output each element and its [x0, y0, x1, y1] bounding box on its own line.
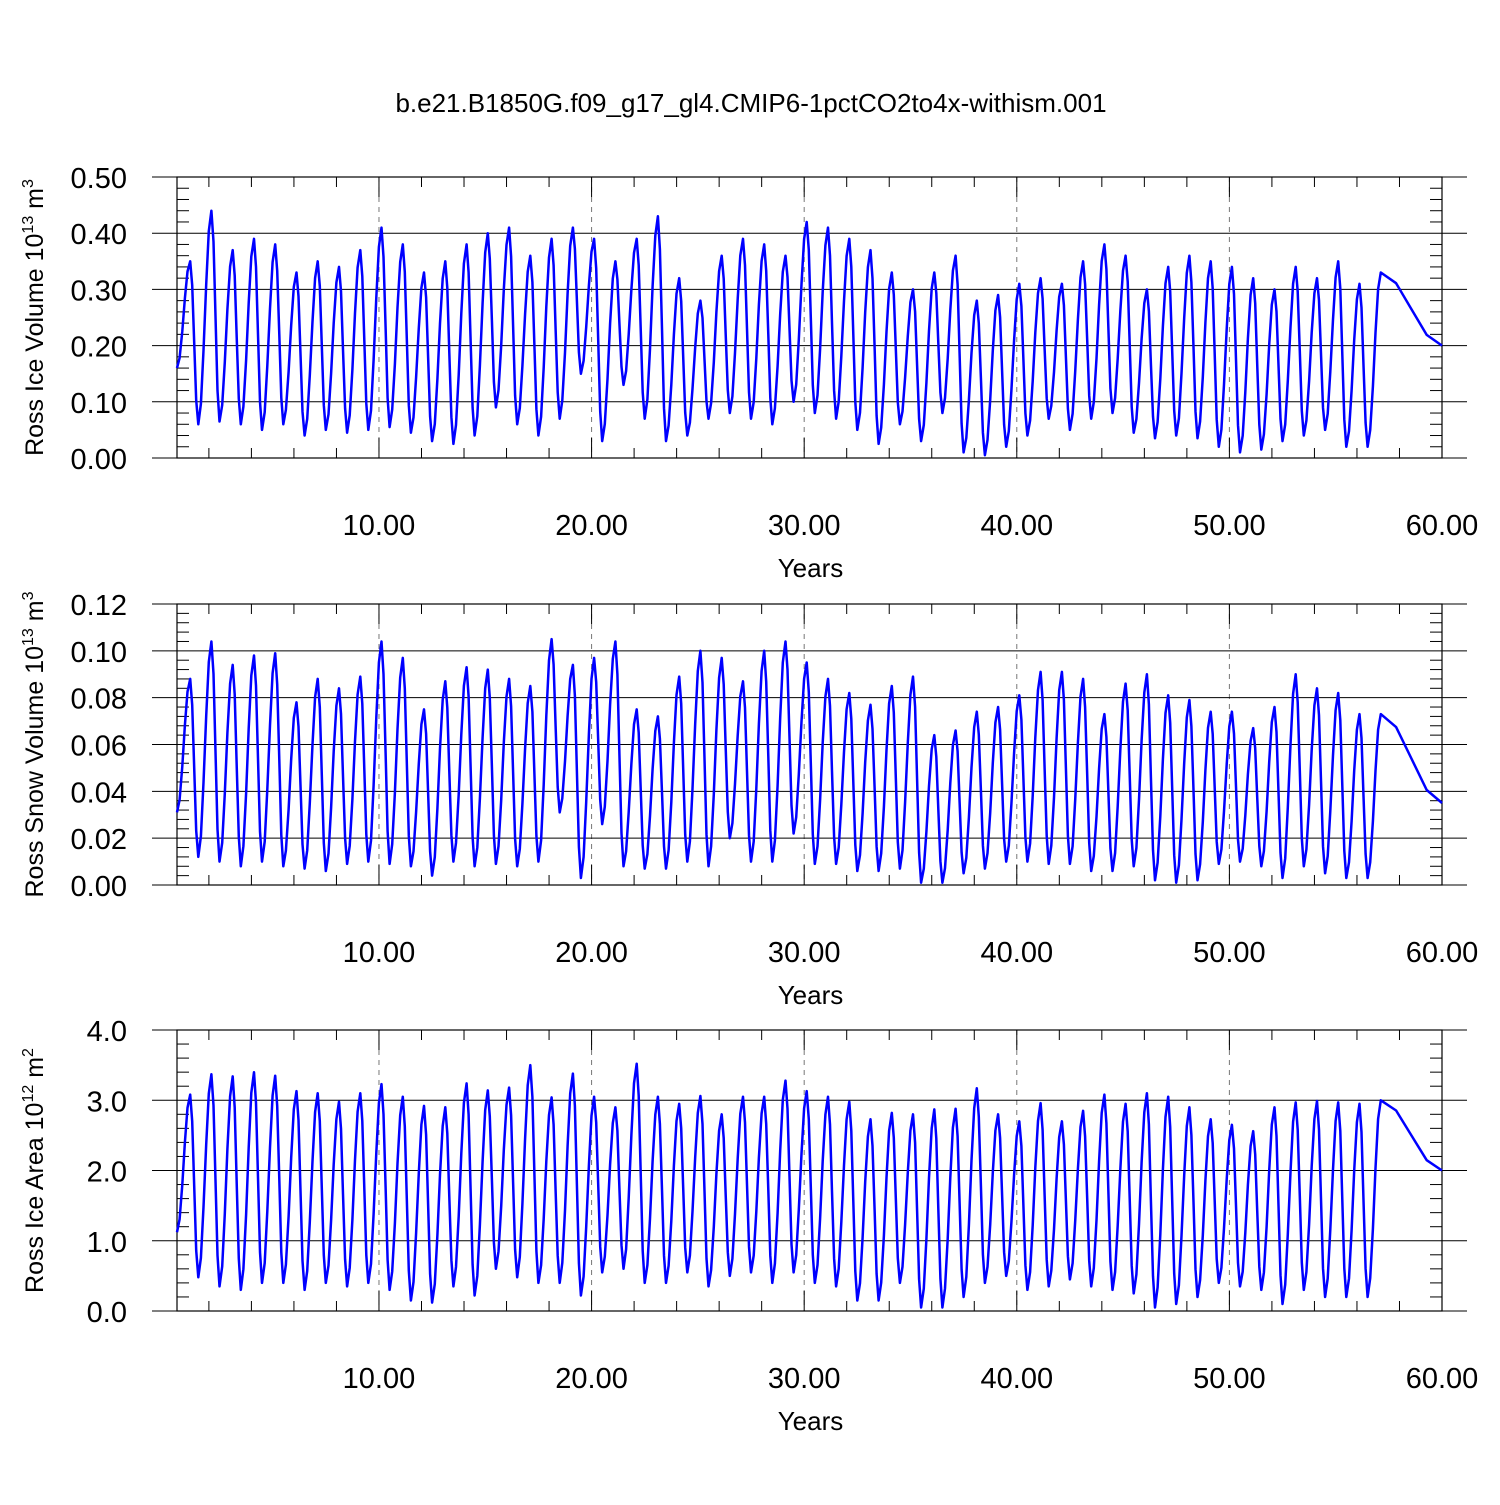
- plot-frame: [176, 176, 1443, 459]
- y-tick-label: 0.02: [71, 824, 127, 856]
- x-tick-label: 10.00: [343, 1363, 416, 1395]
- y-tick-label: 3.0: [87, 1086, 127, 1118]
- x-tick-label: 40.00: [981, 937, 1054, 969]
- x-tick-label: 60.00: [1406, 510, 1479, 542]
- x-tick-label: 30.00: [768, 510, 841, 542]
- y-tick-label: 0.08: [71, 684, 127, 716]
- y-tick-label: 0.00: [71, 444, 127, 476]
- x-tick-label: 30.00: [768, 1363, 841, 1395]
- y-tick-label: 0.30: [71, 275, 127, 307]
- y-tick-label: 0.40: [71, 219, 127, 251]
- y-axis-label: Ross Ice Volume 1013 m3: [20, 179, 49, 456]
- figure-title: b.e21.B1850G.f09_g17_gl4.CMIP6-1pctCO2to…: [395, 88, 1106, 118]
- x-tick-label: 40.00: [981, 1363, 1054, 1395]
- plot-frame: [176, 603, 1443, 886]
- x-axis-label: Years: [778, 1406, 844, 1436]
- y-tick-label: 0.50: [71, 163, 127, 195]
- x-tick-label: 50.00: [1193, 937, 1266, 969]
- y-tick-label: 0.10: [71, 388, 127, 420]
- y-tick-label: 0.04: [71, 777, 127, 809]
- y-tick-label: 0.20: [71, 332, 127, 364]
- y-tick-label: 0.10: [71, 637, 127, 669]
- series-line: [175, 1062, 1443, 1309]
- x-tick-label: 20.00: [555, 1363, 628, 1395]
- y-axis-label: Ross Snow Volume 1013 m3: [20, 591, 49, 897]
- x-tick-label: 10.00: [343, 937, 416, 969]
- x-tick-label: 60.00: [1406, 1363, 1479, 1395]
- ross-ice-area-panel: 0.0 1.0 2.0 3.0 4.0 10.00 20.00 30.00 40.00 50.00…: [20, 1016, 1478, 1436]
- x-tick-label: 50.00: [1193, 510, 1266, 542]
- y-axis-label: Ross Ice Area 1012 m2: [20, 1048, 49, 1293]
- x-tick-label: 20.00: [555, 510, 628, 542]
- y-tick-label: 2.0: [87, 1157, 127, 1189]
- x-tick-label: 10.00: [343, 510, 416, 542]
- y-tick-label: 4.0: [87, 1016, 127, 1048]
- y-tick-label: 0.0: [87, 1297, 127, 1329]
- series-line: [175, 209, 1443, 457]
- x-axis-label: Years: [778, 980, 844, 1010]
- y-tick-label: 0.12: [71, 590, 127, 622]
- x-tick-label: 60.00: [1406, 937, 1479, 969]
- x-tick-label: 30.00: [768, 937, 841, 969]
- y-tick-label: 0.00: [71, 871, 127, 903]
- y-tick-label: 1.0: [87, 1227, 127, 1259]
- ross-ice-volume-panel: 0.00 0.10 0.20 0.30 0.40 0.50 10.00 20.00 30.00 4…: [20, 163, 1478, 583]
- y-tick-label: 0.06: [71, 731, 127, 763]
- x-tick-label: 50.00: [1193, 1363, 1266, 1395]
- x-tick-label: 40.00: [981, 510, 1054, 542]
- ross-snow-volume-panel: 0.00 0.02 0.04 0.06 0.08 0.10 0.12 10.00 20.00 30…: [20, 590, 1478, 1010]
- series-line: [175, 637, 1443, 884]
- x-tick-label: 20.00: [555, 937, 628, 969]
- x-axis-label: Years: [778, 553, 844, 583]
